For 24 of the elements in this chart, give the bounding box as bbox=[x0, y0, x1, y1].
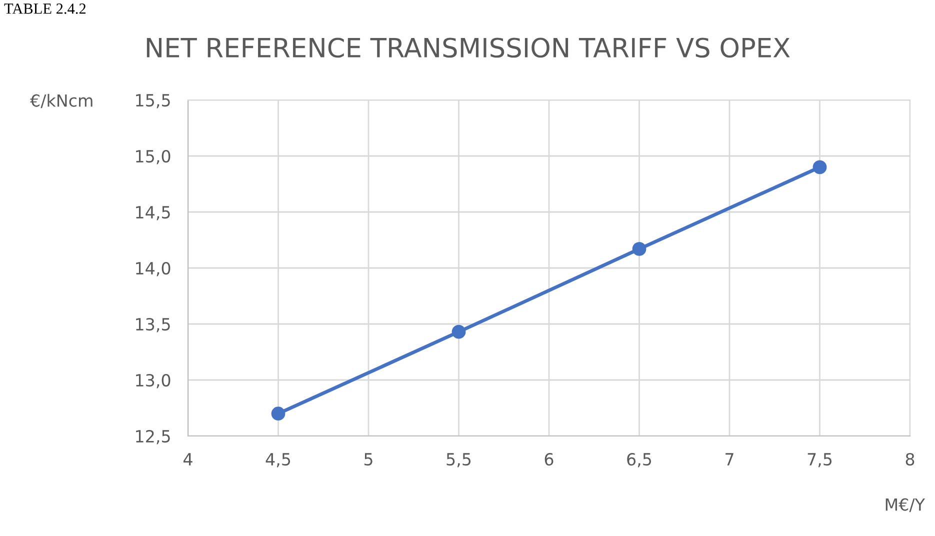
x-tick-label: 7,5 bbox=[808, 453, 832, 468]
x-axis-title: M€/Y bbox=[886, 498, 926, 512]
point bbox=[452, 324, 466, 339]
x-tick-label: 4 bbox=[184, 453, 192, 466]
y-tick-label: 12,5 bbox=[136, 430, 170, 444]
chart-title: NET REFERENCE TRANSMISSION TARIFF VS OPEX bbox=[146, 38, 790, 58]
y-tick-label: 13,0 bbox=[136, 374, 170, 388]
x-tick-label: 7 bbox=[726, 453, 734, 466]
caption: TABLE 2.4.2 bbox=[4, 4, 86, 14]
point bbox=[812, 160, 827, 174]
y-tick-label: 14,5 bbox=[136, 206, 170, 220]
y-tick-label: 13,5 bbox=[136, 318, 170, 332]
x-tick-label: 6,5 bbox=[627, 452, 652, 468]
x-tick-label: 8 bbox=[906, 452, 914, 466]
y-tick-label: 14,0 bbox=[136, 262, 170, 276]
y-axis-title: €/kNcm bbox=[30, 94, 92, 108]
x-tick-label: 4,5 bbox=[266, 453, 290, 468]
y-tick-label: 15,5 bbox=[136, 94, 170, 108]
x-tick-label: 5,5 bbox=[446, 453, 471, 468]
point bbox=[632, 242, 646, 256]
x-tick-label: 5 bbox=[364, 453, 372, 466]
y-tick-label: 15,0 bbox=[136, 150, 170, 164]
point bbox=[271, 406, 286, 421]
x-tick-label: 6 bbox=[544, 452, 554, 466]
